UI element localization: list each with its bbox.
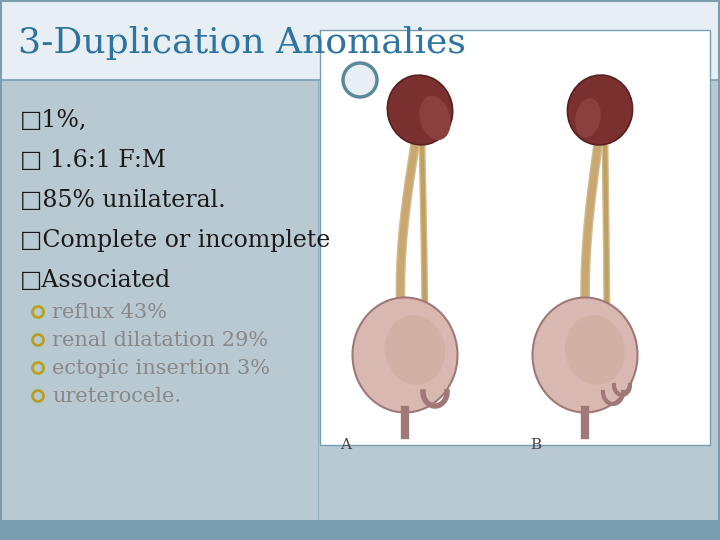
Ellipse shape — [533, 298, 637, 413]
Ellipse shape — [353, 298, 457, 413]
Text: reflux 43%: reflux 43% — [52, 302, 167, 321]
Text: 3-Duplication Anomalies: 3-Duplication Anomalies — [18, 26, 466, 60]
Text: B: B — [530, 438, 541, 452]
Ellipse shape — [575, 98, 600, 138]
Ellipse shape — [419, 96, 451, 140]
FancyBboxPatch shape — [320, 30, 710, 445]
Ellipse shape — [564, 315, 625, 385]
Text: □85% unilateral.: □85% unilateral. — [20, 188, 226, 212]
Text: □ 1.6:1 F:M: □ 1.6:1 F:M — [20, 148, 166, 172]
FancyBboxPatch shape — [0, 520, 720, 540]
Text: □Associated: □Associated — [20, 268, 171, 292]
FancyBboxPatch shape — [0, 80, 720, 520]
Text: □Complete or incomplete: □Complete or incomplete — [20, 228, 330, 252]
Ellipse shape — [387, 75, 453, 145]
Ellipse shape — [384, 315, 445, 385]
Text: ectopic insertion 3%: ectopic insertion 3% — [52, 359, 270, 377]
Text: ureterocele.: ureterocele. — [52, 387, 181, 406]
Text: A: A — [340, 438, 351, 452]
Circle shape — [343, 63, 377, 97]
FancyBboxPatch shape — [0, 0, 720, 80]
Text: □1%,: □1%, — [20, 109, 88, 132]
Ellipse shape — [567, 75, 633, 145]
Text: renal dilatation 29%: renal dilatation 29% — [52, 330, 268, 349]
